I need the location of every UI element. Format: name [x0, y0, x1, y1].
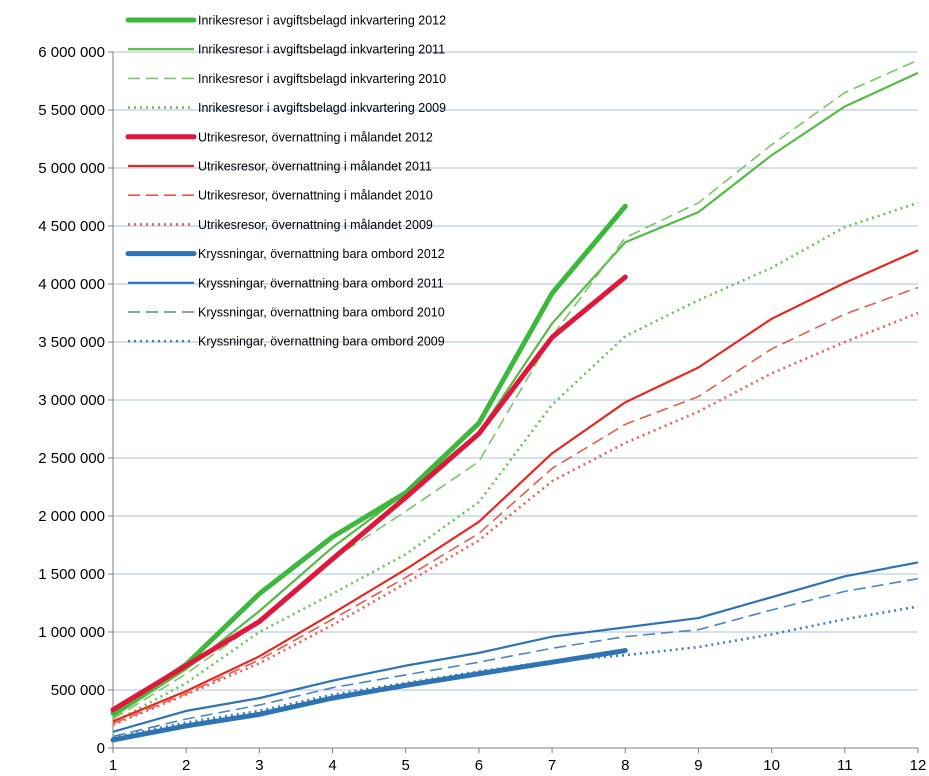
legend-label-2: Inrikesresor i avgiftsbelagd inkvarterin… — [198, 43, 445, 57]
legend-label-12: Kryssningar, övernattning bara ombord 20… — [198, 335, 445, 349]
legend-label-3: Inrikesresor i avgiftsbelagd inkvarterin… — [198, 72, 446, 86]
legend-label-7: Utrikesresor, övernattning i målandet 20… — [198, 189, 433, 203]
y-tick-label: 1 500 000 — [38, 566, 105, 583]
x-tick-label: 2 — [182, 757, 190, 774]
series-line-9 — [110, 648, 628, 743]
x-tick-label: 7 — [548, 757, 556, 774]
y-tick-label: 1 000 000 — [38, 624, 105, 641]
series-line-5 — [110, 274, 628, 713]
y-tick-label: 6 000 000 — [38, 44, 105, 61]
y-tick-label: 2 000 000 — [38, 508, 105, 525]
x-tick-label: 9 — [694, 757, 702, 774]
x-tick-label: 5 — [402, 757, 410, 774]
x-tick-label: 10 — [763, 757, 780, 774]
series-line-10 — [112, 561, 919, 733]
legend-label-6: Utrikesresor, övernattning i målandet 20… — [198, 160, 432, 174]
y-tick-label: 500 000 — [51, 682, 105, 699]
series-line-7 — [112, 286, 919, 725]
series-line-4 — [112, 201, 919, 724]
y-tick-label: 4 500 000 — [38, 218, 105, 235]
series-line-1 — [110, 203, 628, 716]
x-tick-label: 1 — [109, 757, 117, 774]
legend-label-11: Kryssningar, övernattning bara ombord 20… — [198, 306, 445, 320]
legend-label-10: Kryssningar, övernattning bara ombord 20… — [198, 276, 444, 290]
x-tick-label: 4 — [328, 757, 336, 774]
series-line-3 — [112, 59, 919, 720]
series-line-2 — [112, 71, 919, 718]
grid-layer — [113, 51, 918, 691]
x-tick-label: 3 — [255, 757, 263, 774]
y-tick-label: 0 — [97, 740, 105, 757]
x-tick-label: 8 — [621, 757, 629, 774]
series-line-11 — [112, 577, 919, 738]
y-tick-label: 5 000 000 — [38, 160, 105, 177]
legend-label-8: Utrikesresor, övernattning i målandet 20… — [198, 218, 433, 232]
x-tick-label: 12 — [910, 757, 927, 774]
legend-label-4: Inrikesresor i avgiftsbelagd inkvarterin… — [198, 101, 446, 115]
y-tick-label: 3 000 000 — [38, 392, 105, 409]
x-tick-label: 6 — [475, 757, 483, 774]
series-layer — [110, 59, 919, 743]
y-tick-label: 2 500 000 — [38, 450, 105, 467]
series-line-8 — [112, 311, 919, 727]
legend-label-5: Utrikesresor, övernattning i målandet 20… — [198, 130, 433, 144]
axis-layer: 0 500 000 1 000 000 1 500 000 2 000 000 2 500… — [38, 44, 926, 774]
y-tick-label: 4 000 000 — [38, 276, 105, 293]
series-line-6 — [112, 249, 919, 723]
legend-label-9: Kryssningar, övernattning bara ombord 20… — [198, 247, 445, 261]
y-tick-label: 3 500 000 — [38, 334, 105, 351]
legend-label-1: Inrikesresor i avgiftsbelagd inkvarterin… — [198, 14, 446, 28]
legend: Inrikesresor i avgiftsbelagd inkvarterin… — [125, 14, 446, 349]
y-tick-label: 5 500 000 — [38, 102, 105, 119]
x-tick-label: 11 — [837, 757, 853, 774]
